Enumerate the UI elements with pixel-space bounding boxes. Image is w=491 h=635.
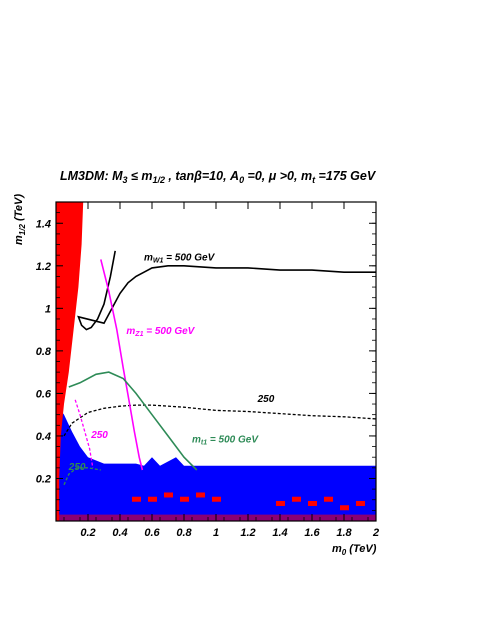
chart-title: LM3DM: M3 ≤ m1/2 , tanβ=10, A0 =0, μ >0,… [60,169,377,185]
red-patch [276,500,285,506]
red-patch [196,492,205,498]
red-excluded-wedge [56,202,84,521]
red-patch [308,500,317,506]
curve-label: 250 [257,394,275,405]
red-patch [148,496,157,502]
x-tick-label: 1 [213,527,219,539]
x-tick-label: 2 [372,527,379,539]
x-tick-label: 0.4 [112,527,127,539]
x-tick-label: 0.6 [144,527,160,539]
red-patch [324,496,333,502]
x-tick-label: 1.4 [272,527,287,539]
y-axis-label: m1/2 (TeV) [13,194,27,245]
red-patch [180,496,189,502]
curve-label: mt1 = 500 GeV [192,434,259,446]
blue-region [56,404,376,521]
axes-layer: 0.2 0.4 0.6 0.8 1 1.2 1.4 1.6 1.8 2 0.2 0.4 0.6 0.8 1 1… [36,202,379,539]
curve-label: 250 [68,462,86,473]
x-tick-label: 1.6 [304,527,320,539]
series-line-2 [100,259,144,471]
series-line-1 [63,404,377,437]
y-tick-label: 0.4 [36,431,51,443]
y-tick-label: 0.2 [36,473,51,485]
series-line-5 [63,467,101,486]
red-patch [292,496,301,502]
x-tick-label: 0.8 [176,527,192,539]
y-tick-label: 0.8 [36,346,52,358]
y-tick-label: 1.2 [36,261,51,273]
series-line-3 [74,399,94,468]
curve-label: mZ1 = 500 GeV [126,326,195,338]
x-axis-label: m0 (TeV) [332,543,377,557]
series-line-4 [68,371,198,471]
red-patch [164,492,173,498]
annotations-layer: mW1 = 500 GeV mZ1 = 500 GeV 250 mt1 = 500 G… [68,252,275,472]
y-tick-label: 0.6 [36,388,52,400]
y-tick-label: 1 [45,303,51,315]
x-tick-label: 0.2 [80,527,95,539]
curves-layer [63,250,377,486]
series-line-0 [77,250,376,331]
red-patch [340,505,349,511]
y-tick-label: 1.4 [36,218,51,230]
curve-label: 250 [90,430,108,441]
x-tick-label: 1.8 [336,527,352,539]
regions-layer [56,202,376,521]
red-patch [356,500,365,506]
x-tick-label: 1.2 [240,527,255,539]
red-patch [132,496,141,502]
red-patch [212,496,221,502]
curve-label: mW1 = 500 GeV [144,252,216,264]
